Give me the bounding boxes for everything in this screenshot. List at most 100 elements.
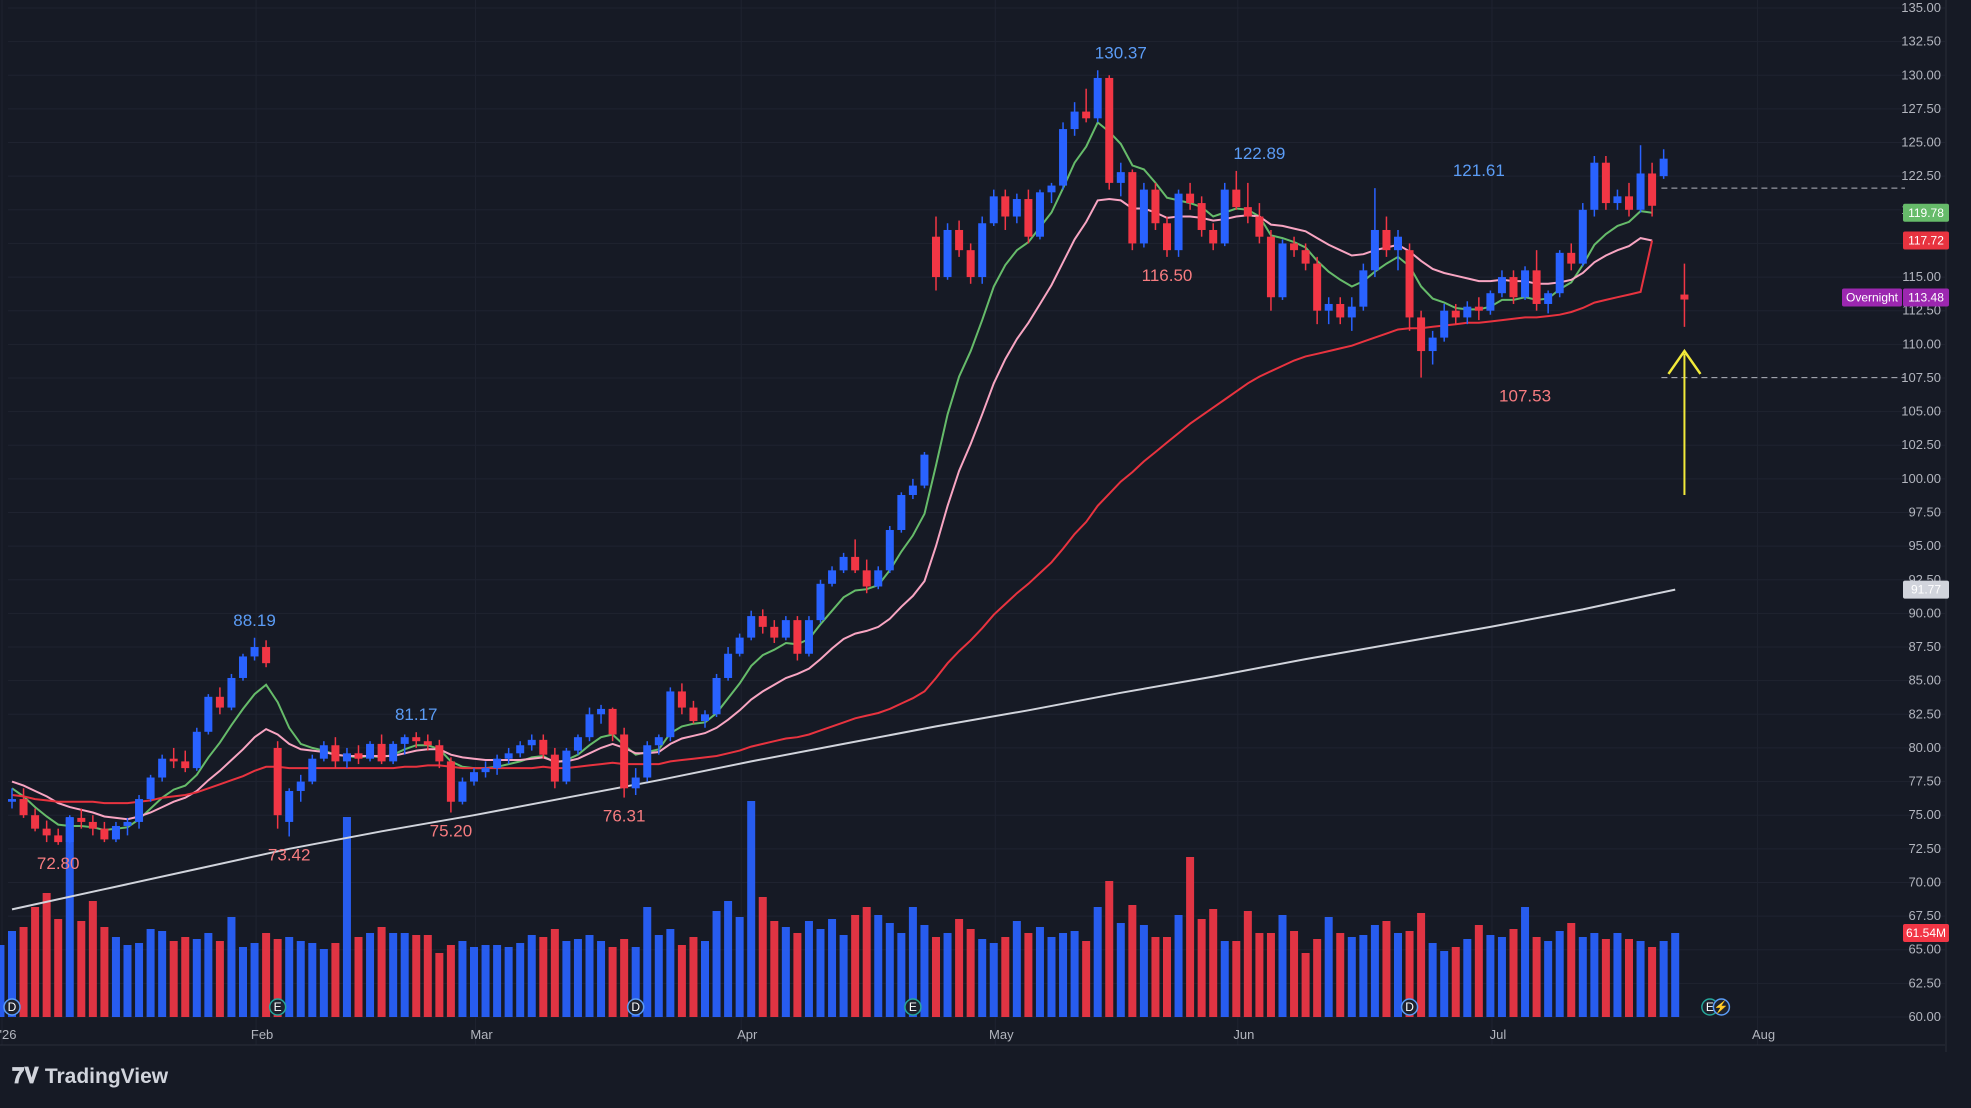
candle-body[interactable] xyxy=(793,620,802,654)
candle-body[interactable] xyxy=(1636,173,1645,210)
candle-body[interactable] xyxy=(874,570,883,587)
candle-body[interactable] xyxy=(643,745,652,778)
candle-body[interactable] xyxy=(550,754,559,782)
candle-body[interactable] xyxy=(1012,199,1021,217)
candle-body[interactable] xyxy=(389,743,398,762)
candle-body[interactable] xyxy=(250,647,259,657)
candle-body[interactable] xyxy=(897,495,906,530)
candle-body[interactable] xyxy=(308,758,317,782)
candle-body[interactable] xyxy=(54,835,63,843)
candle-body[interactable] xyxy=(1139,189,1148,244)
candle-body[interactable] xyxy=(608,708,617,735)
candle-body[interactable] xyxy=(135,799,144,822)
candle-body[interactable] xyxy=(943,229,952,278)
candle-body[interactable] xyxy=(366,743,375,759)
candle-body[interactable] xyxy=(273,747,282,816)
candle-body[interactable] xyxy=(1544,293,1553,304)
candle-body[interactable] xyxy=(446,761,455,802)
candle-body[interactable] xyxy=(908,485,917,496)
candle-body[interactable] xyxy=(181,761,190,769)
candle-body[interactable] xyxy=(158,758,167,778)
dividend-marker-icon[interactable] xyxy=(1400,998,1419,1016)
candle-body[interactable] xyxy=(828,570,837,584)
candle-body[interactable] xyxy=(585,714,594,738)
candle-body[interactable] xyxy=(597,708,606,715)
candle-body[interactable] xyxy=(481,768,490,773)
candle-body[interactable] xyxy=(1451,310,1460,318)
candle-body[interactable] xyxy=(1509,277,1518,298)
candle-body[interactable] xyxy=(354,753,363,759)
candle-body[interactable] xyxy=(1116,172,1125,183)
candle-body[interactable] xyxy=(19,799,28,816)
candle-body[interactable] xyxy=(377,743,386,762)
candle-body[interactable] xyxy=(1532,270,1541,304)
earnings-marker-icon[interactable] xyxy=(904,998,922,1016)
overnight-candle-body[interactable] xyxy=(1680,294,1689,300)
dividend-marker-icon[interactable] xyxy=(3,998,21,1016)
candle-body[interactable] xyxy=(1035,192,1044,237)
candle-body[interactable] xyxy=(1394,236,1402,251)
candle-body[interactable] xyxy=(1648,173,1657,206)
candle-body[interactable] xyxy=(1151,189,1160,224)
candle-body[interactable] xyxy=(1578,209,1587,264)
candle-body[interactable] xyxy=(31,815,40,829)
candle-body[interactable] xyxy=(631,777,640,789)
dividend-marker-icon[interactable] xyxy=(1712,998,1731,1016)
candle-body[interactable] xyxy=(955,229,964,251)
candle-body[interactable] xyxy=(966,250,975,278)
candle-body[interactable] xyxy=(1405,250,1414,318)
candle-body[interactable] xyxy=(516,745,525,754)
candle-body[interactable] xyxy=(666,691,675,738)
candle-body[interactable] xyxy=(724,653,733,678)
candle-body[interactable] xyxy=(1220,189,1229,244)
dividend-marker-icon[interactable] xyxy=(626,998,645,1016)
candle-body[interactable] xyxy=(1555,252,1564,294)
candle-body[interactable] xyxy=(88,821,97,829)
candle-body[interactable] xyxy=(573,737,582,751)
candle-body[interactable] xyxy=(1521,270,1530,298)
candle-body[interactable] xyxy=(1336,303,1345,318)
candle-body[interactable] xyxy=(169,758,178,762)
candle-body[interactable] xyxy=(1474,306,1483,311)
candle-body[interactable] xyxy=(1359,270,1368,307)
candle-body[interactable] xyxy=(620,734,629,789)
candle-body[interactable] xyxy=(1232,189,1241,208)
candle-body[interactable] xyxy=(839,556,848,571)
candle-body[interactable] xyxy=(1001,196,1010,217)
candle-body[interactable] xyxy=(1659,158,1668,177)
candle-body[interactable] xyxy=(677,691,686,708)
candle-body[interactable] xyxy=(8,799,16,802)
candle-body[interactable] xyxy=(435,745,444,762)
candle-body[interactable] xyxy=(920,454,929,486)
candle-body[interactable] xyxy=(123,821,132,826)
candle-body[interactable] xyxy=(781,620,790,638)
candle-body[interactable] xyxy=(504,753,513,759)
candle-body[interactable] xyxy=(458,781,467,802)
candle-body[interactable] xyxy=(262,647,271,664)
candle-body[interactable] xyxy=(1497,277,1506,294)
candle-body[interactable] xyxy=(747,616,756,638)
candle-body[interactable] xyxy=(1174,193,1183,251)
candle-body[interactable] xyxy=(712,677,721,715)
candle-body[interactable] xyxy=(1093,77,1102,119)
candle-body[interactable] xyxy=(423,741,432,746)
candle-body[interactable] xyxy=(539,739,548,755)
candle-body[interactable] xyxy=(1290,243,1299,251)
candle-body[interactable] xyxy=(400,737,409,744)
candle-body[interactable] xyxy=(1082,111,1091,119)
candle-body[interactable] xyxy=(204,696,213,732)
candle-body[interactable] xyxy=(1347,306,1356,318)
candle-body[interactable] xyxy=(239,656,247,678)
candle-body[interactable] xyxy=(412,737,421,742)
candle-body[interactable] xyxy=(1255,216,1264,237)
candle-body[interactable] xyxy=(1301,250,1310,264)
candle-body[interactable] xyxy=(1324,303,1333,311)
candle-body[interactable] xyxy=(227,677,236,708)
candle-body[interactable] xyxy=(1197,203,1206,230)
candle-body[interactable] xyxy=(1567,252,1576,264)
candle-body[interactable] xyxy=(1613,196,1622,204)
candle-body[interactable] xyxy=(1266,236,1275,298)
candle-body[interactable] xyxy=(816,583,825,621)
candle-body[interactable] xyxy=(1209,229,1218,244)
